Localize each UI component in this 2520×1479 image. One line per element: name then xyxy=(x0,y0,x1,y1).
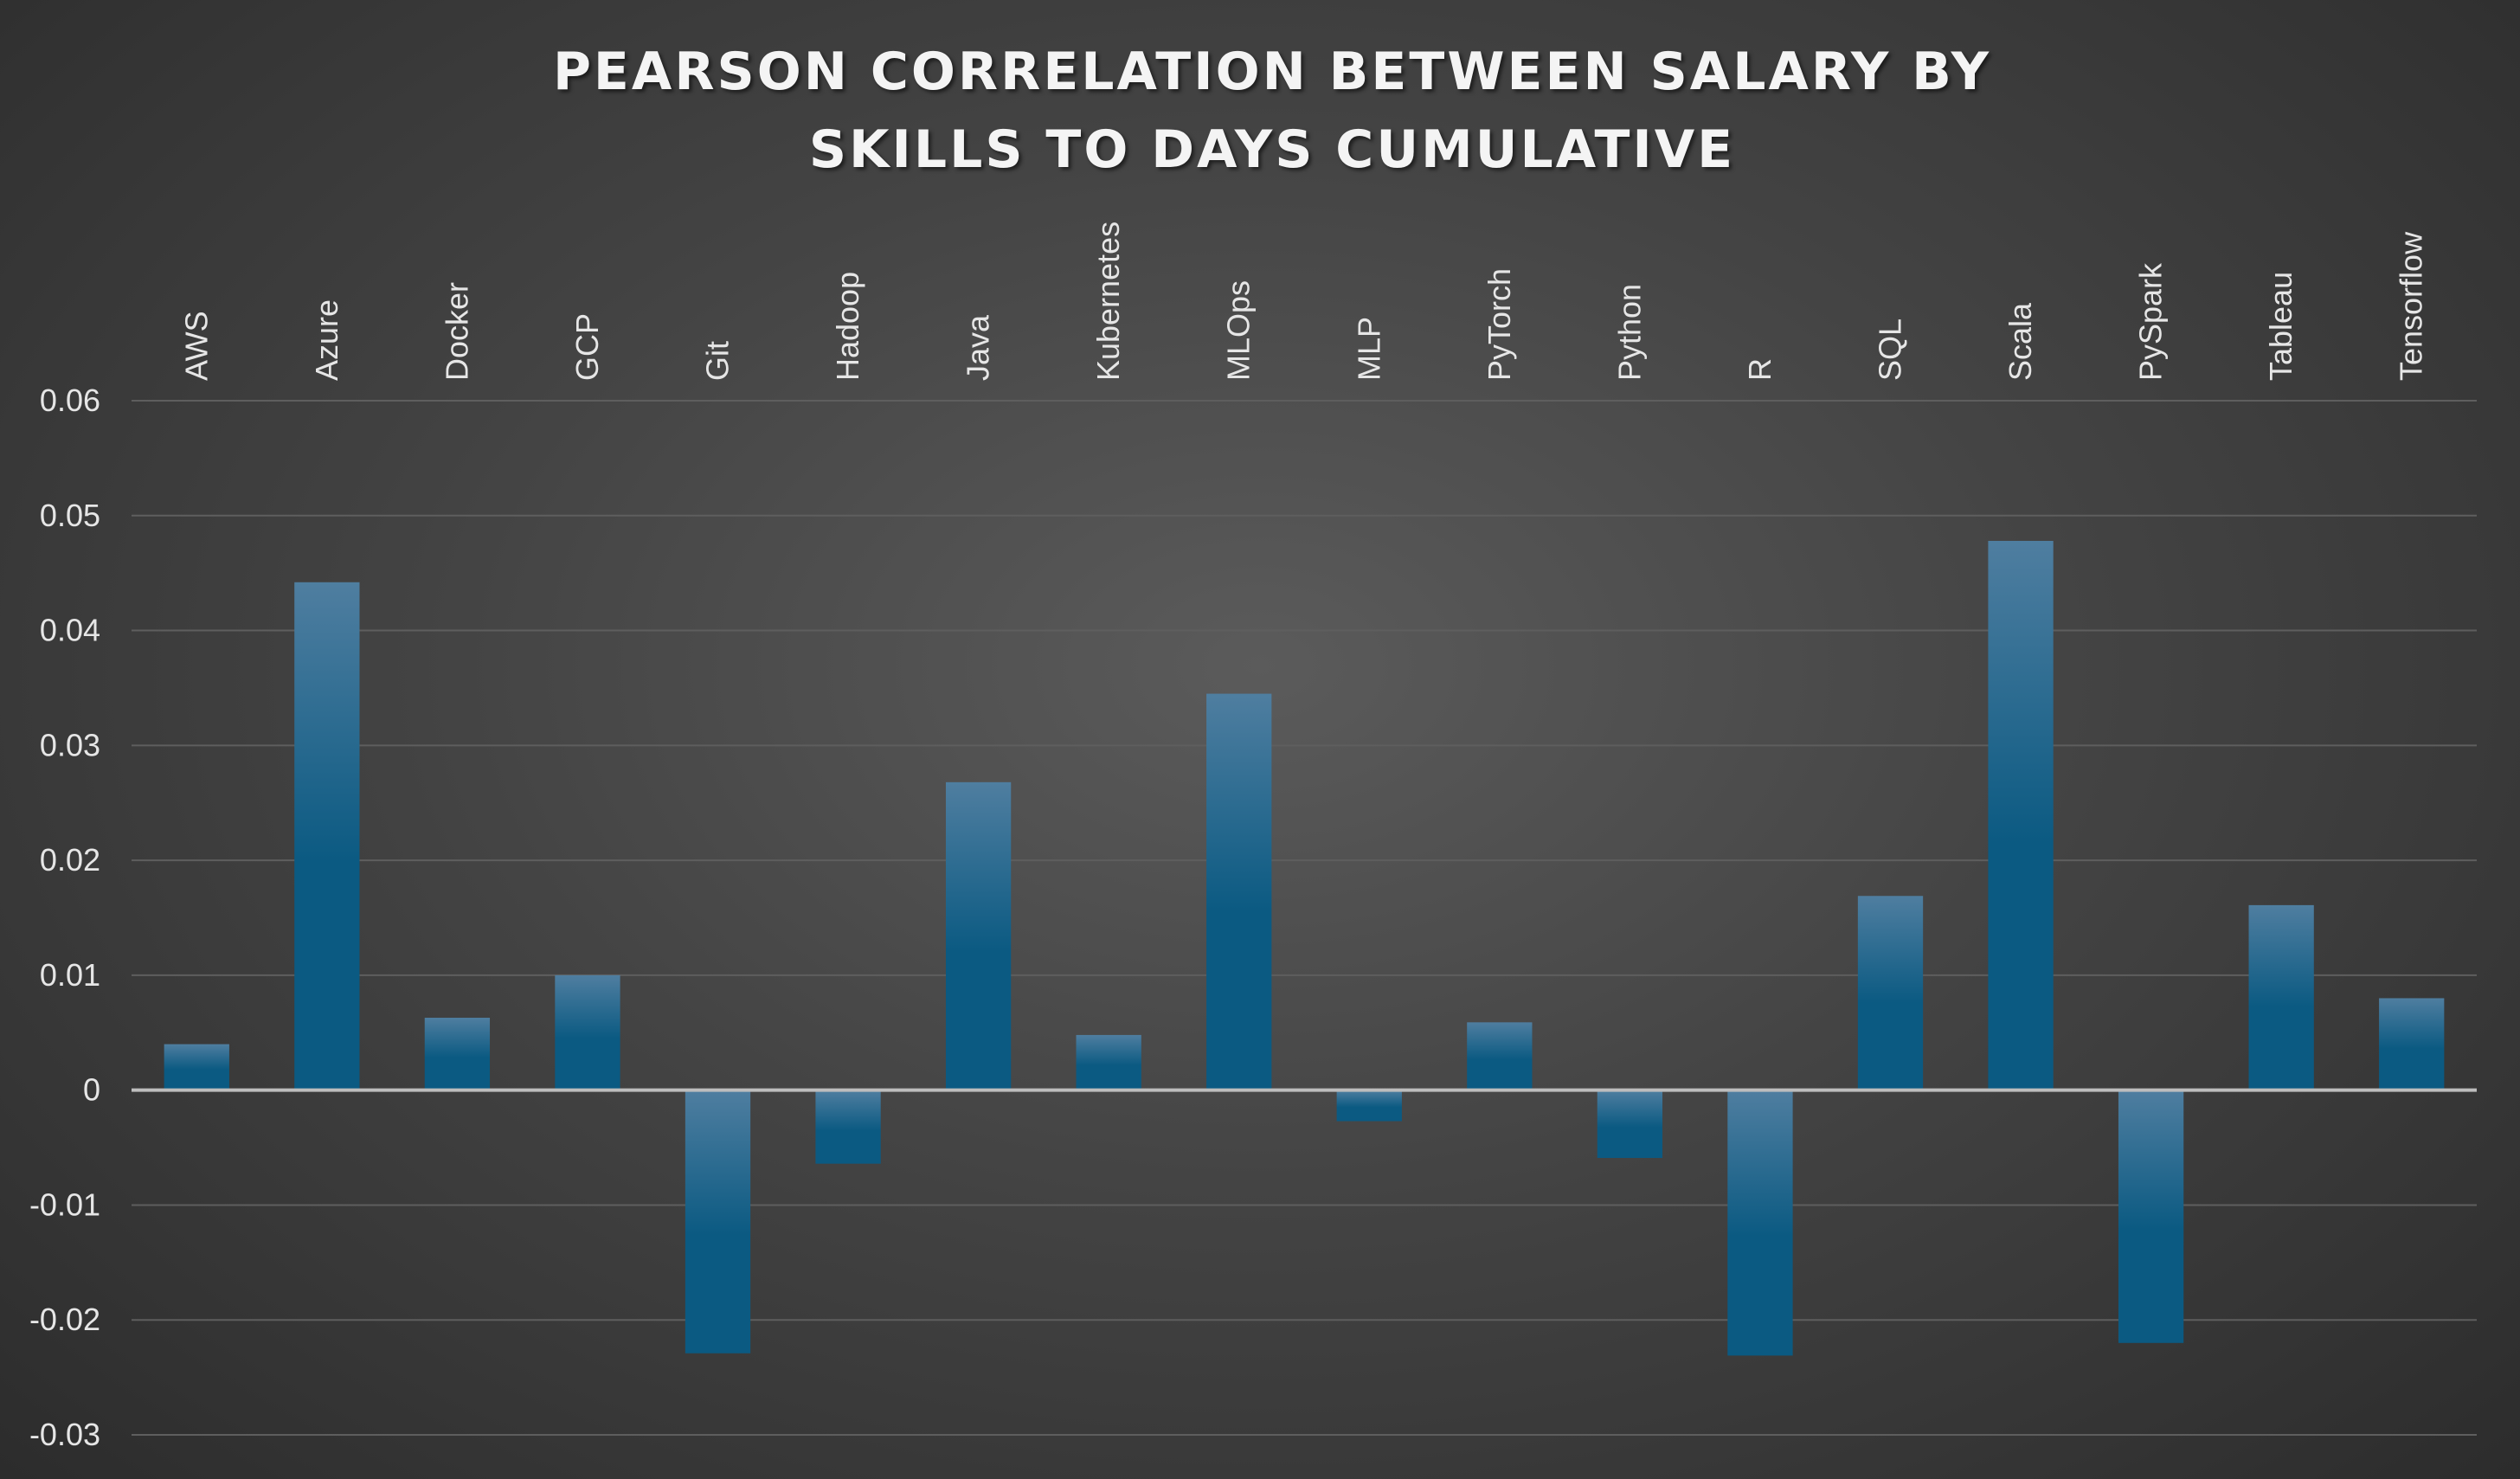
bar-gcp xyxy=(555,974,620,1090)
category-label: Tensorflow xyxy=(2394,231,2429,381)
category-label: MLOps xyxy=(1221,280,1257,381)
bar-aws xyxy=(164,1044,229,1090)
bar-scala xyxy=(1988,540,2054,1090)
bar-sql xyxy=(1857,896,1924,1090)
category-label: Python xyxy=(1611,284,1647,381)
y-tick-label: 0.01 xyxy=(40,957,100,993)
y-tick-label: -0.02 xyxy=(29,1302,100,1337)
category-label: MLP xyxy=(1351,317,1386,381)
y-tick-label: 0.05 xyxy=(40,498,100,533)
bar-pytorch xyxy=(1467,1022,1533,1090)
y-tick-label: 0.04 xyxy=(40,613,100,648)
category-label: SQL xyxy=(1873,318,1908,381)
bars xyxy=(164,540,2445,1356)
category-label: Hadoop xyxy=(830,272,865,381)
y-axis-ticks: 0.06 0.05 0.04 0.03 0.02 0.01 0 -0.01 -0.02 -0.03 xyxy=(29,383,100,1452)
category-label: PySpark xyxy=(2133,262,2169,381)
bar-pyspark xyxy=(2118,1090,2184,1343)
y-tick-label: 0.02 xyxy=(40,842,100,878)
category-label: Docker xyxy=(439,282,474,381)
y-tick-label: -0.03 xyxy=(29,1417,100,1452)
y-tick-label: -0.01 xyxy=(29,1186,100,1222)
category-label: Java xyxy=(961,314,996,381)
bar-docker xyxy=(424,1018,491,1090)
category-label: PyTorch xyxy=(1482,268,1517,381)
category-label: Kubernetes xyxy=(1090,222,1126,381)
bar-kubernetes xyxy=(1076,1034,1141,1090)
gridlines xyxy=(132,400,2477,1436)
category-label: R xyxy=(1742,358,1778,381)
y-tick-label: 0.03 xyxy=(40,727,100,762)
bar-r xyxy=(1727,1090,1793,1356)
bar-tableau xyxy=(2248,904,2314,1090)
bar-git xyxy=(685,1090,751,1354)
bar-tensorflow xyxy=(2379,998,2445,1090)
bar-azure xyxy=(294,582,360,1090)
category-label: AWS xyxy=(178,311,214,381)
category-label: Tableau xyxy=(2263,272,2298,381)
category-label: GCP xyxy=(569,313,605,381)
chart-title: PEARSON CORRELATION BETWEEN SALARY BY SK… xyxy=(552,42,1992,180)
bar-python xyxy=(1597,1090,1663,1159)
bar-mlp xyxy=(1336,1090,1402,1122)
bar-hadoop xyxy=(815,1090,881,1164)
bar-java xyxy=(945,781,1012,1090)
category-label: Scala xyxy=(2002,302,2038,381)
y-tick-label: 0 xyxy=(83,1072,100,1108)
bar-mlops xyxy=(1206,693,1272,1090)
category-labels: AWS Azure Docker GCP Git Hadoop Java Kubernetes… xyxy=(178,222,2428,381)
category-label: Git xyxy=(700,341,736,381)
category-label: Azure xyxy=(309,299,344,381)
y-tick-label: 0.06 xyxy=(40,383,100,418)
